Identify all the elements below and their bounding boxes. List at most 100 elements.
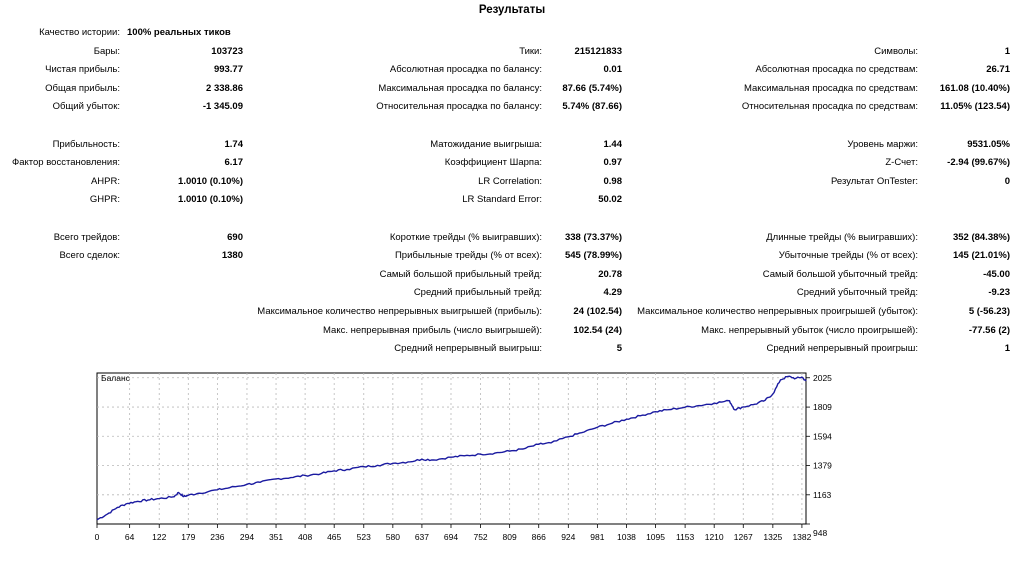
y-tick-label: 1163 [813, 490, 832, 500]
profit-trades-label: Прибыльные трейды (% от всех): [394, 250, 542, 262]
x-tick-label: 294 [240, 532, 254, 542]
profit-factor-label: Прибыльность: [52, 138, 120, 150]
equity-dd-rel-value: 11.05% (123.54) [940, 101, 1010, 113]
long-trades-label: Длинные трейды (% выигравших): [766, 231, 918, 243]
expected-payoff-value: 1.44 [603, 138, 623, 150]
x-tick-label: 1095 [646, 532, 665, 542]
profit-factor-value: 1.74 [224, 138, 244, 150]
net-profit-label: Чистая прибыль: [45, 64, 120, 76]
short-trades-label: Короткие трейды (% выигравших): [389, 231, 542, 243]
max-consec-profit-label: Макс. непрерывная прибыль (число выигрыш… [323, 324, 542, 336]
balance-dd-rel-value: 5.74% (87.66) [562, 101, 622, 113]
margin-level-label: Уровень маржи: [847, 138, 918, 150]
ontester-value: 0 [1004, 175, 1010, 187]
x-tick-label: 351 [269, 532, 283, 542]
x-tick-label: 64 [125, 532, 135, 542]
x-tick-label: 523 [357, 532, 371, 542]
gross-profit-value: 2 338.86 [206, 82, 243, 94]
recovery-factor-label: Фактор восстановления: [12, 157, 120, 169]
recovery-factor-value: 6.17 [224, 157, 244, 169]
x-tick-label: 465 [327, 532, 341, 542]
avg-consec-losses-value: 1 [1004, 343, 1010, 355]
expected-payoff-label: Матожидание выигрыша: [430, 138, 542, 150]
symbols-label: Символы: [874, 45, 918, 57]
history-quality-value: 100% реальных тиков [127, 27, 231, 38]
avg-profit-value: 4.29 [603, 287, 623, 299]
bars-value: 103723 [211, 45, 243, 57]
x-tick-label: 752 [473, 532, 487, 542]
x-tick-label: 122 [152, 532, 166, 542]
profit-trades-value: 545 (78.99%) [564, 250, 622, 262]
equity-dd-max-label: Максимальная просадка по средствам: [743, 82, 918, 94]
y-tick-label: 1379 [813, 460, 832, 470]
gross-profit-label: Общая прибыль: [45, 82, 120, 94]
bars-label: Бары: [93, 45, 120, 57]
max-consec-wins-label: Максимальное количество непрерывных выиг… [257, 306, 542, 317]
loss-trades-label: Убыточные трейды (% от всех): [778, 250, 918, 262]
largest-profit-label: Самый большой прибыльный трейд: [379, 268, 542, 280]
avg-loss-label: Средний убыточный трейд: [796, 287, 918, 299]
balance-chart: 0 64 122 179 236 294 351 408 465 523 580 637 694 752 8… [95, 372, 832, 542]
x-tick-label: 981 [590, 532, 604, 542]
ontester-label: Результат OnTester: [830, 175, 918, 187]
max-consec-losses-label: Максимальное количество непрерывных прои… [637, 306, 918, 317]
ghpr-label: GHPR: [89, 194, 120, 206]
z-score-label: Z-Счет: [885, 157, 918, 169]
balance-line [96, 375, 807, 521]
total-deals-label: Всего сделок: [59, 250, 120, 262]
x-tick-label: 924 [561, 532, 575, 542]
x-tick-label: 694 [444, 532, 458, 542]
gross-loss-value: -1 345.09 [202, 101, 243, 113]
equity-dd-abs-label: Абсолютная просадка по средствам: [755, 64, 918, 76]
balance-dd-max-value: 87.66 (5.74%) [562, 82, 622, 94]
legend-balance: Баланс [101, 373, 131, 383]
y-tick-label: 1594 [813, 431, 832, 441]
balance-dd-max-label: Максимальная просадка по балансу: [378, 82, 542, 94]
ticks-label: Тики: [519, 45, 542, 57]
largest-profit-value: 20.78 [598, 268, 622, 280]
margin-level-value: 9531.05% [967, 138, 1010, 150]
z-score-value: -2.94 (99.67%) [947, 157, 1010, 169]
symbols-value: 1 [1004, 45, 1010, 57]
ahpr-label: AHPR: [90, 175, 120, 187]
x-tick-label: 1382 [792, 532, 811, 542]
total-deals-value: 1380 [221, 250, 243, 262]
x-tick-label: 637 [415, 532, 429, 542]
balance-dd-abs-label: Абсолютная просадка по балансу: [389, 64, 542, 76]
avg-consec-losses-label: Средний непрерывный проигрыш: [766, 343, 918, 355]
x-tick-label: 809 [503, 532, 517, 542]
lr-correlation-label: LR Correlation: [478, 175, 542, 187]
largest-loss-value: -45.00 [983, 268, 1010, 280]
total-trades-label: Всего трейдов: [53, 231, 120, 243]
ahpr-value: 1.0010 (0.10%) [178, 175, 243, 187]
history-quality-label: Качество истории: [39, 27, 120, 38]
long-trades-value: 352 (84.38%) [952, 231, 1010, 243]
x-tick-label: 408 [298, 532, 312, 542]
avg-consec-wins-label: Средний непрерывный выигрыш: [394, 343, 542, 355]
largest-loss-label: Самый большой убыточный трейд: [762, 268, 918, 280]
x-tick-label: 866 [532, 532, 546, 542]
max-consec-loss-label: Макс. непрерывный убыток (число проигрыш… [701, 324, 918, 336]
x-tick-label: 236 [210, 532, 224, 542]
x-tick-label: 179 [181, 532, 195, 542]
total-trades-value: 690 [227, 231, 243, 243]
x-tick-label: 1153 [676, 532, 695, 542]
max-consec-wins-value: 24 (102.54) [573, 306, 622, 317]
lr-std-error-value: 50.02 [598, 194, 622, 206]
equity-dd-rel-label: Относительная просадка по средствам: [741, 101, 918, 113]
page-title: Результаты [478, 4, 546, 16]
x-tick-label: 1267 [734, 532, 753, 542]
max-consec-losses-value: 5 (-56.23) [968, 306, 1010, 317]
short-trades-value: 338 (73.37%) [564, 231, 622, 243]
lr-std-error-label: LR Standard Error: [462, 194, 542, 206]
equity-dd-max-value: 161.08 (10.40%) [939, 82, 1010, 94]
avg-profit-label: Средний прибыльный трейд: [413, 287, 542, 299]
ghpr-value: 1.0010 (0.10%) [178, 194, 243, 206]
max-consec-profit-value: 102.54 (24) [573, 324, 622, 336]
x-tick-label: 1325 [763, 532, 782, 542]
y-tick-label: 1809 [813, 402, 832, 412]
x-tick-label: 1038 [617, 532, 636, 542]
x-tick-label: 580 [386, 532, 400, 542]
max-consec-loss-value: -77.56 (2) [968, 324, 1010, 336]
equity-dd-abs-value: 26.71 [986, 64, 1010, 76]
